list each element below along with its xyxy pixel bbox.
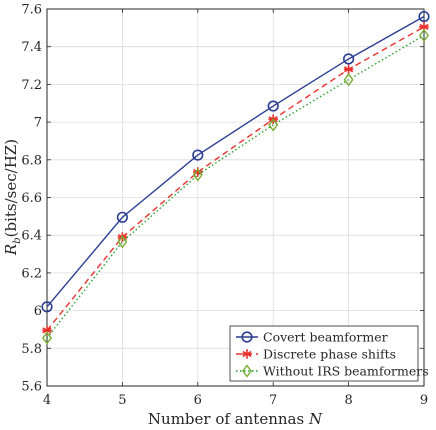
y-tick-label: 7 bbox=[34, 116, 42, 131]
series-2-point bbox=[343, 64, 354, 75]
series-line-1 bbox=[46, 15, 425, 308]
y-tick-label: 6 bbox=[34, 304, 42, 319]
legend-marker-3 bbox=[242, 364, 252, 378]
series-1-point bbox=[116, 211, 128, 223]
legend-label-3: Without IRS beamformers bbox=[263, 364, 429, 379]
series-1-point bbox=[267, 100, 279, 112]
legend: Covert beamformer Discrete phase shifts Wi… bbox=[229, 325, 429, 382]
series-3-point bbox=[42, 331, 52, 345]
series-1-point bbox=[343, 53, 355, 65]
series-1-point bbox=[418, 10, 430, 23]
series-line-3 bbox=[46, 34, 425, 339]
y-tick-label: 6.2 bbox=[21, 266, 42, 281]
axis-ticks: 4 5 6 7 8 9 5.6 5.8 6 6.2 6.4 6.6 6.8 7 7.2 7.4 7.6 bbox=[21, 3, 428, 409]
y-tick-label: 6.4 bbox=[21, 229, 42, 244]
x-tick-label: 8 bbox=[344, 393, 352, 408]
series-group bbox=[41, 10, 430, 345]
x-tick-label: 4 bbox=[43, 393, 51, 408]
series-3-point bbox=[192, 168, 203, 182]
y-tick-label: 6.6 bbox=[21, 191, 42, 206]
y-tick-label: 5.8 bbox=[21, 342, 42, 357]
series-line-2 bbox=[46, 26, 425, 331]
series-1-point bbox=[41, 301, 53, 313]
legend-marker-1 bbox=[241, 331, 253, 343]
x-tick-label: 6 bbox=[194, 393, 202, 408]
y-axis-label: Rb(bits/sec/HZ) bbox=[2, 139, 23, 256]
legend-label-2: Discrete phase shifts bbox=[263, 347, 396, 362]
x-tick-label: 5 bbox=[118, 393, 126, 408]
series-3-point bbox=[419, 28, 429, 43]
series-3-point bbox=[117, 235, 128, 249]
y-tick-label: 6.8 bbox=[21, 153, 42, 168]
series-2-point bbox=[42, 325, 52, 336]
x-axis-label: Number of antennas N bbox=[148, 410, 323, 428]
series-3-point bbox=[268, 118, 279, 132]
series-3-point bbox=[343, 73, 354, 87]
x-tick-label: 9 bbox=[420, 393, 428, 408]
y-tick-label: 5.6 bbox=[21, 380, 42, 395]
y-tick-label: 7.2 bbox=[21, 78, 42, 93]
x-tick-label: 7 bbox=[269, 393, 277, 408]
y-tick-label: 7.4 bbox=[21, 40, 42, 55]
legend-box bbox=[229, 325, 419, 382]
y-tick-label: 7.6 bbox=[21, 3, 42, 18]
series-1-point bbox=[192, 149, 204, 161]
legend-label-1: Covert beamformer bbox=[263, 330, 388, 345]
legend-marker-2 bbox=[242, 349, 252, 359]
